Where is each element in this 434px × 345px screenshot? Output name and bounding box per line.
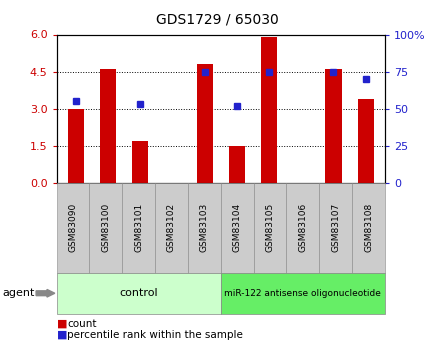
Text: GSM83106: GSM83106 [298, 203, 307, 252]
Text: control: control [119, 288, 158, 298]
Text: GSM83090: GSM83090 [68, 203, 77, 252]
Text: GSM83107: GSM83107 [330, 203, 339, 252]
Text: GSM83103: GSM83103 [199, 203, 208, 252]
Text: count: count [67, 319, 97, 328]
Text: GSM83102: GSM83102 [167, 203, 176, 252]
Bar [132, 141, 148, 183]
Text: percentile rank within the sample: percentile rank within the sample [67, 330, 243, 339]
Bar [325, 69, 341, 183]
Bar [68, 109, 84, 183]
Text: GSM83101: GSM83101 [134, 203, 143, 252]
Text: GSM83105: GSM83105 [265, 203, 274, 252]
Bar [260, 37, 276, 183]
Text: GSM83100: GSM83100 [101, 203, 110, 252]
Text: GSM83108: GSM83108 [363, 203, 372, 252]
Text: agent: agent [2, 288, 34, 298]
Text: ■: ■ [56, 319, 67, 328]
Bar [100, 69, 116, 183]
Bar [196, 64, 212, 183]
Bar [228, 146, 244, 183]
Text: GDS1729 / 65030: GDS1729 / 65030 [156, 12, 278, 26]
Text: ■: ■ [56, 330, 67, 339]
Bar [357, 99, 373, 183]
Text: GSM83104: GSM83104 [232, 203, 241, 252]
Text: miR-122 antisense oligonucleotide: miR-122 antisense oligonucleotide [224, 289, 381, 298]
